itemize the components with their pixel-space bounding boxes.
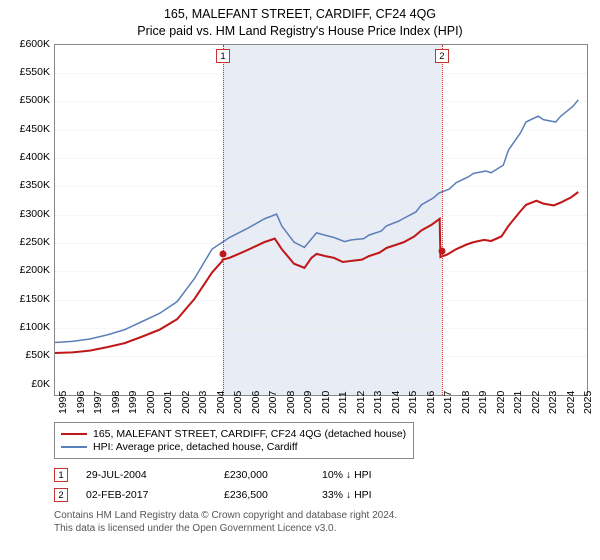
y-tick-label: £300K [20,208,50,220]
x-tick-label: 2016 [425,390,437,413]
title-address: 165, MALEFANT STREET, CARDIFF, CF24 4QG [12,6,588,23]
legend-swatch [61,433,87,435]
y-tick-label: £500K [20,94,50,106]
legend-row: HPI: Average price, detached house, Card… [61,441,407,453]
sale-delta: 33% ↓ HPI [322,489,372,501]
x-tick-label: 2024 [565,390,577,413]
x-tick-label: 2003 [197,390,209,413]
sales-table: 1 29-JUL-2004 £230,000 10% ↓ HPI 2 02-FEB-201… [54,465,588,505]
legend: 165, MALEFANT STREET, CARDIFF, CF24 4QG … [54,422,414,459]
x-tick-label: 2025 [582,390,594,413]
footer-line-2: This data is licensed under the Open Gov… [54,522,588,535]
sale-vline [442,45,443,395]
x-tick-label: 2005 [232,390,244,413]
x-tick-label: 2014 [390,390,402,413]
y-tick-label: £550K [20,66,50,78]
chart-container: 165, MALEFANT STREET, CARDIFF, CF24 4QG … [0,0,600,539]
y-tick-label: £0K [31,378,50,390]
y-tick-label: £400K [20,151,50,163]
sale-marker: 2 [435,49,449,63]
legend-label: 165, MALEFANT STREET, CARDIFF, CF24 4QG … [93,428,406,440]
x-tick-label: 2006 [250,390,262,413]
x-tick-label: 2018 [460,390,472,413]
x-tick-label: 2021 [512,390,524,413]
legend-swatch [61,446,87,448]
y-tick-label: £600K [20,38,50,50]
line-layer [55,45,587,395]
x-tick-label: 2023 [547,390,559,413]
series-property [55,192,578,353]
plot-area: £0K £50K £100K £150K £200K £250K £300K £350K £40… [12,44,588,416]
x-tick-label: 2002 [180,390,192,413]
y-tick-label: £200K [20,264,50,276]
legend-row: 165, MALEFANT STREET, CARDIFF, CF24 4QG … [61,428,407,440]
x-tick-label: 2012 [355,390,367,413]
x-tick-label: 2007 [267,390,279,413]
y-tick-label: £150K [20,293,50,305]
x-tick-label: 2010 [320,390,332,413]
sales-row: 2 02-FEB-2017 £236,500 33% ↓ HPI [54,485,588,505]
x-tick-label: 2004 [215,390,227,413]
sale-price: £230,000 [224,469,304,481]
sale-marker: 1 [216,49,230,63]
x-tick-label: 2008 [285,390,297,413]
y-tick-label: £250K [20,236,50,248]
legend-label: HPI: Average price, detached house, Card… [93,441,298,453]
x-tick-label: 2015 [407,390,419,413]
x-tick-label: 2013 [372,390,384,413]
sale-price: £236,500 [224,489,304,501]
x-tick-label: 1997 [92,390,104,413]
x-tick-label: 1995 [57,390,69,413]
sale-marker-box: 1 [54,468,68,482]
sales-row: 1 29-JUL-2004 £230,000 10% ↓ HPI [54,465,588,485]
y-tick-label: £450K [20,123,50,135]
x-tick-label: 2017 [442,390,454,413]
sale-dot [438,247,445,254]
series-hpi [55,100,578,343]
x-tick-label: 2000 [145,390,157,413]
chart-title: 165, MALEFANT STREET, CARDIFF, CF24 4QG … [12,6,588,40]
sale-date: 02-FEB-2017 [86,489,206,501]
x-axis: 1995 1996 1997 1998 1999 2000 2001 2002 2003 2004… [54,386,588,416]
y-tick-label: £50K [25,349,50,361]
footer: Contains HM Land Registry data © Crown c… [54,509,588,535]
x-tick-label: 1996 [75,390,87,413]
plot: 12 [54,44,588,396]
title-subtitle: Price paid vs. HM Land Registry's House … [12,23,588,40]
x-tick-label: 1998 [110,390,122,413]
x-tick-label: 2020 [495,390,507,413]
x-tick-label: 1999 [127,390,139,413]
x-tick-label: 2019 [477,390,489,413]
sale-marker-box: 2 [54,488,68,502]
footer-line-1: Contains HM Land Registry data © Crown c… [54,509,588,522]
sale-dot [220,251,227,258]
x-tick-label: 2009 [302,390,314,413]
y-tick-label: £350K [20,179,50,191]
x-tick-label: 2022 [530,390,542,413]
x-tick-label: 2001 [162,390,174,413]
sale-vline [223,45,224,395]
y-tick-label: £100K [20,321,50,333]
sale-date: 29-JUL-2004 [86,469,206,481]
x-tick-label: 2011 [337,391,349,414]
sale-delta: 10% ↓ HPI [322,469,372,481]
y-axis: £0K £50K £100K £150K £200K £250K £300K £350K £40… [12,44,54,396]
